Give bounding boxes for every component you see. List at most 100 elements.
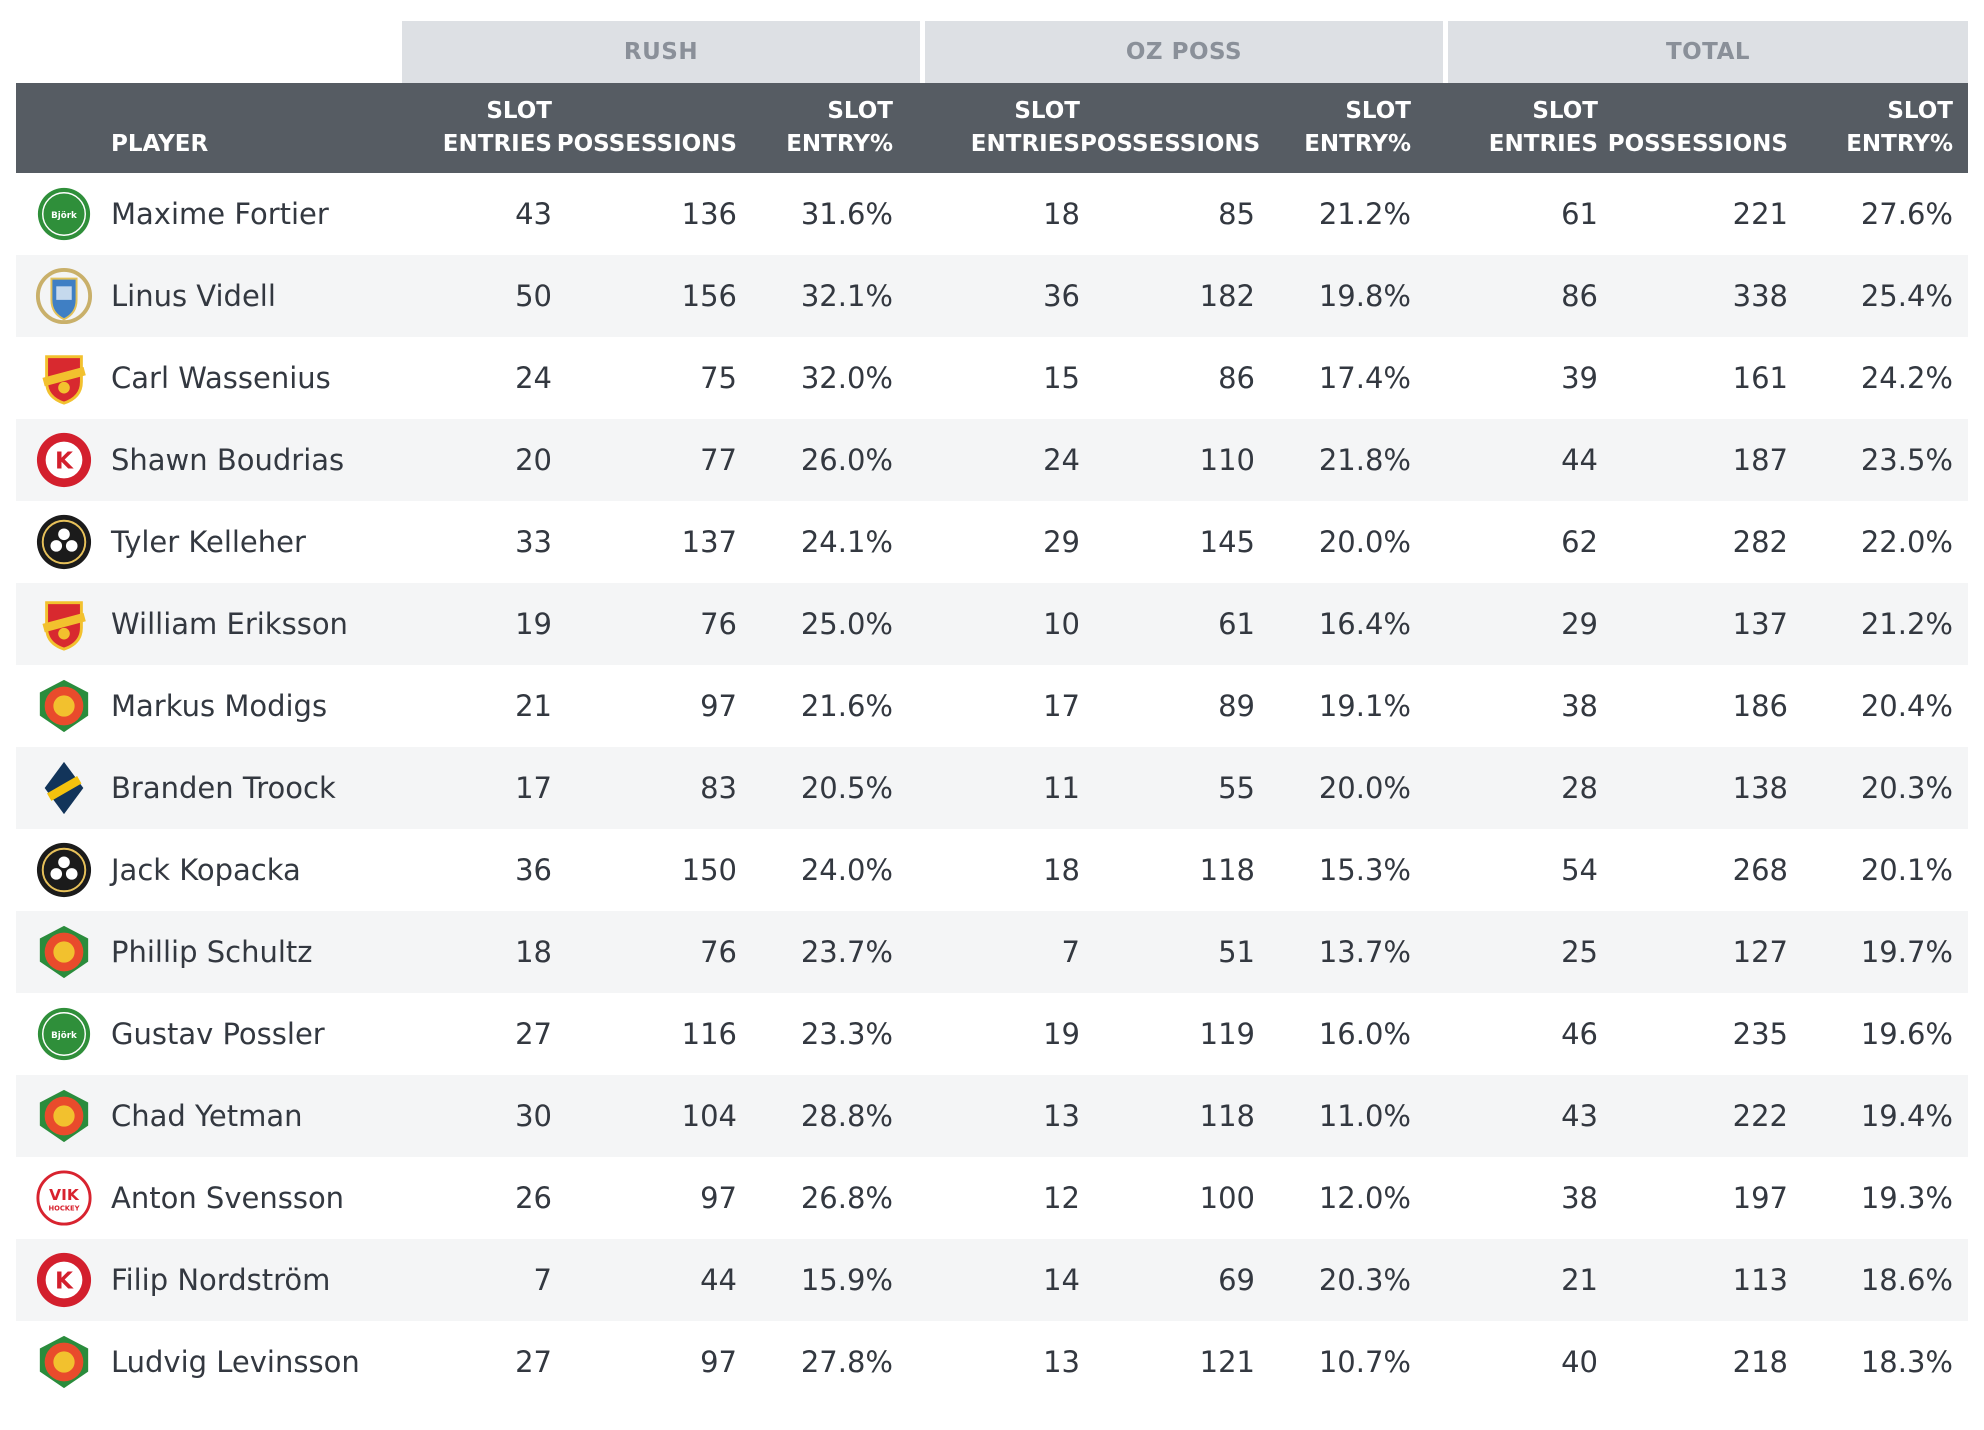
- player-name[interactable]: Tyler Kelleher: [111, 525, 306, 559]
- column-header-total-slot-entries[interactable]: SLOT ENTRIES: [1423, 95, 1598, 161]
- rush-possessions-cell: 97: [700, 689, 737, 723]
- rush-slot-entries-cell: 27: [515, 1345, 552, 1379]
- total-slot-entries-cell: 25: [1561, 935, 1598, 969]
- oz-slot-entries-cell: 18: [1043, 197, 1080, 231]
- total-slot-entries-cell: 62: [1561, 525, 1598, 559]
- player-name[interactable]: Branden Troock: [111, 771, 336, 805]
- rush-slot-entry-pct-cell: 21.6%: [800, 689, 893, 723]
- total-possessions-cell: 197: [1732, 1181, 1788, 1215]
- total-slot-entries-cell: 38: [1561, 1181, 1598, 1215]
- total-slot-entry-pct-cell: 27.6%: [1860, 197, 1953, 231]
- table-row[interactable]: Jack Kopacka 36 150 24.0% 18 118 15.3% 5…: [16, 829, 1968, 911]
- player-name[interactable]: Phillip Schultz: [111, 935, 313, 969]
- oz-possessions-cell: 100: [1199, 1181, 1255, 1215]
- total-slot-entry-pct-cell: 18.3%: [1860, 1345, 1953, 1379]
- column-header-total-possessions[interactable]: POSSESSIONS: [1607, 131, 1788, 157]
- rush-slot-entry-pct-cell: 32.1%: [800, 279, 893, 313]
- rush-possessions-cell: 97: [700, 1181, 737, 1215]
- table-row[interactable]: Phillip Schultz 18 76 23.7% 7 51 13.7% 2…: [16, 911, 1968, 993]
- table-row[interactable]: VIK HOCKEY Anton Svensson 26 97 26.8% 12 …: [16, 1157, 1968, 1239]
- oz-possessions-cell: 61: [1218, 607, 1255, 641]
- oz-possessions-cell: 110: [1199, 443, 1255, 477]
- rush-slot-entries-cell: 19: [515, 607, 552, 641]
- team-logo: K: [16, 1251, 111, 1309]
- column-header-oz-slot-entries[interactable]: SLOT ENTRIES: [905, 95, 1080, 161]
- table-row[interactable]: Linus Videll 50 156 32.1% 36 182 19.8% 8…: [16, 255, 1968, 337]
- total-slot-entries-cell: 46: [1561, 1017, 1598, 1051]
- player-name[interactable]: Linus Videll: [111, 279, 276, 313]
- table-row[interactable]: Markus Modigs 21 97 21.6% 17 89 19.1% 38…: [16, 665, 1968, 747]
- column-header-rush-slot-entry-pct[interactable]: SLOT ENTRY%: [737, 95, 905, 161]
- player-name[interactable]: Chad Yetman: [111, 1099, 303, 1133]
- rush-slot-entry-pct-cell: 15.9%: [800, 1263, 893, 1297]
- column-header-oz-possessions[interactable]: POSSESSIONS: [1080, 131, 1261, 157]
- total-slot-entry-pct-cell: 19.7%: [1860, 935, 1953, 969]
- player-cell: Linus Videll: [16, 267, 402, 325]
- rush-slot-entry-pct-cell: 23.3%: [800, 1017, 893, 1051]
- lion-crest-logo-icon: [39, 925, 88, 979]
- player-name[interactable]: Ludvig Levinsson: [111, 1345, 360, 1379]
- oz-slot-entry-pct-cell: 19.1%: [1318, 689, 1411, 723]
- rush-slot-entries-cell: 21: [515, 689, 552, 723]
- rush-possessions-cell: 137: [681, 525, 737, 559]
- table-row[interactable]: Ludvig Levinsson 27 97 27.8% 13 121 10.7…: [16, 1321, 1968, 1403]
- table-row[interactable]: K Shawn Boudrias 20 77 26.0% 24 110 21.8…: [16, 419, 1968, 501]
- player-name[interactable]: William Eriksson: [111, 607, 348, 641]
- oz-slot-entry-pct-cell: 17.4%: [1318, 361, 1411, 395]
- column-header-total-slot-entry-pct[interactable]: SLOT ENTRY%: [1788, 95, 1963, 161]
- player-name[interactable]: Carl Wassenius: [111, 361, 331, 395]
- player-name[interactable]: Shawn Boudrias: [111, 443, 345, 477]
- rush-possessions-cell: 104: [681, 1099, 737, 1133]
- oz-slot-entries-cell: 18: [1043, 853, 1080, 887]
- svg-text:K: K: [55, 1268, 74, 1295]
- rush-slot-entry-pct-cell: 25.0%: [800, 607, 893, 641]
- table-row[interactable]: Tyler Kelleher 33 137 24.1% 29 145 20.0%…: [16, 501, 1968, 583]
- oz-slot-entries-cell: 11: [1043, 771, 1080, 805]
- oz-slot-entries-cell: 36: [1043, 279, 1080, 313]
- total-possessions-cell: 186: [1732, 689, 1788, 723]
- rush-possessions-cell: 76: [700, 607, 737, 641]
- oz-possessions-cell: 182: [1199, 279, 1255, 313]
- player-name[interactable]: Maxime Fortier: [111, 197, 329, 231]
- column-header-rush-slot-entries[interactable]: SLOT ENTRIES: [402, 95, 552, 161]
- total-slot-entry-pct-cell: 23.5%: [1860, 443, 1953, 477]
- player-name[interactable]: Filip Nordström: [111, 1263, 331, 1297]
- oz-slot-entries-cell: 13: [1043, 1345, 1080, 1379]
- rush-slot-entry-pct-cell: 26.0%: [800, 443, 893, 477]
- rush-possessions-cell: 76: [700, 935, 737, 969]
- column-header-oz-slot-entry-pct[interactable]: SLOT ENTRY%: [1255, 95, 1423, 161]
- rush-possessions-cell: 150: [681, 853, 737, 887]
- oz-slot-entries-cell: 13: [1043, 1099, 1080, 1133]
- column-header-rush-possessions[interactable]: POSSESSIONS: [556, 131, 737, 157]
- table-row[interactable]: Björk Maxime Fortier 43 136 31.6% 18 85 …: [16, 173, 1968, 255]
- team-logo: [16, 513, 111, 571]
- table-row[interactable]: Chad Yetman 30 104 28.8% 13 118 11.0% 43…: [16, 1075, 1968, 1157]
- total-possessions-cell: 235: [1732, 1017, 1788, 1051]
- total-slot-entries-cell: 44: [1561, 443, 1598, 477]
- player-name[interactable]: Jack Kopacka: [111, 853, 301, 887]
- oz-possessions-cell: 55: [1218, 771, 1255, 805]
- almtuna-logo-icon: [41, 601, 86, 651]
- table-row[interactable]: William Eriksson 19 76 25.0% 10 61 16.4%…: [16, 583, 1968, 665]
- table-row[interactable]: Branden Troock 17 83 20.5% 11 55 20.0% 2…: [16, 747, 1968, 829]
- player-name[interactable]: Anton Svensson: [111, 1181, 345, 1215]
- table-row[interactable]: K Filip Nordström 7 44 15.9% 14 69 20.3%…: [16, 1239, 1968, 1321]
- stats-table: RUSH OZ POSS TOTAL PLAYER SLOT ENTRIES PO…: [16, 21, 1968, 1403]
- rush-slot-entries-cell: 50: [515, 279, 552, 313]
- total-slot-entries-cell: 43: [1561, 1099, 1598, 1133]
- player-cell: Ludvig Levinsson: [16, 1333, 402, 1391]
- team-logo: [16, 267, 111, 325]
- table-row[interactable]: Carl Wassenius 24 75 32.0% 15 86 17.4% 3…: [16, 337, 1968, 419]
- oz-slot-entry-pct-cell: 15.3%: [1318, 853, 1411, 887]
- player-name[interactable]: Gustav Possler: [111, 1017, 325, 1051]
- total-slot-entries-cell: 39: [1561, 361, 1598, 395]
- oz-slot-entry-pct-cell: 21.2%: [1318, 197, 1411, 231]
- oz-slot-entry-pct-cell: 16.0%: [1318, 1017, 1411, 1051]
- column-header-player[interactable]: PLAYER: [111, 131, 209, 157]
- clover-logo-icon: [36, 514, 91, 570]
- oz-slot-entries-cell: 17: [1043, 689, 1080, 723]
- player-name[interactable]: Markus Modigs: [111, 689, 328, 723]
- header-line: SLOT: [1887, 98, 1953, 124]
- table-row[interactable]: Björk Gustav Possler 27 116 23.3% 19 119…: [16, 993, 1968, 1075]
- oz-possessions-cell: 86: [1218, 361, 1255, 395]
